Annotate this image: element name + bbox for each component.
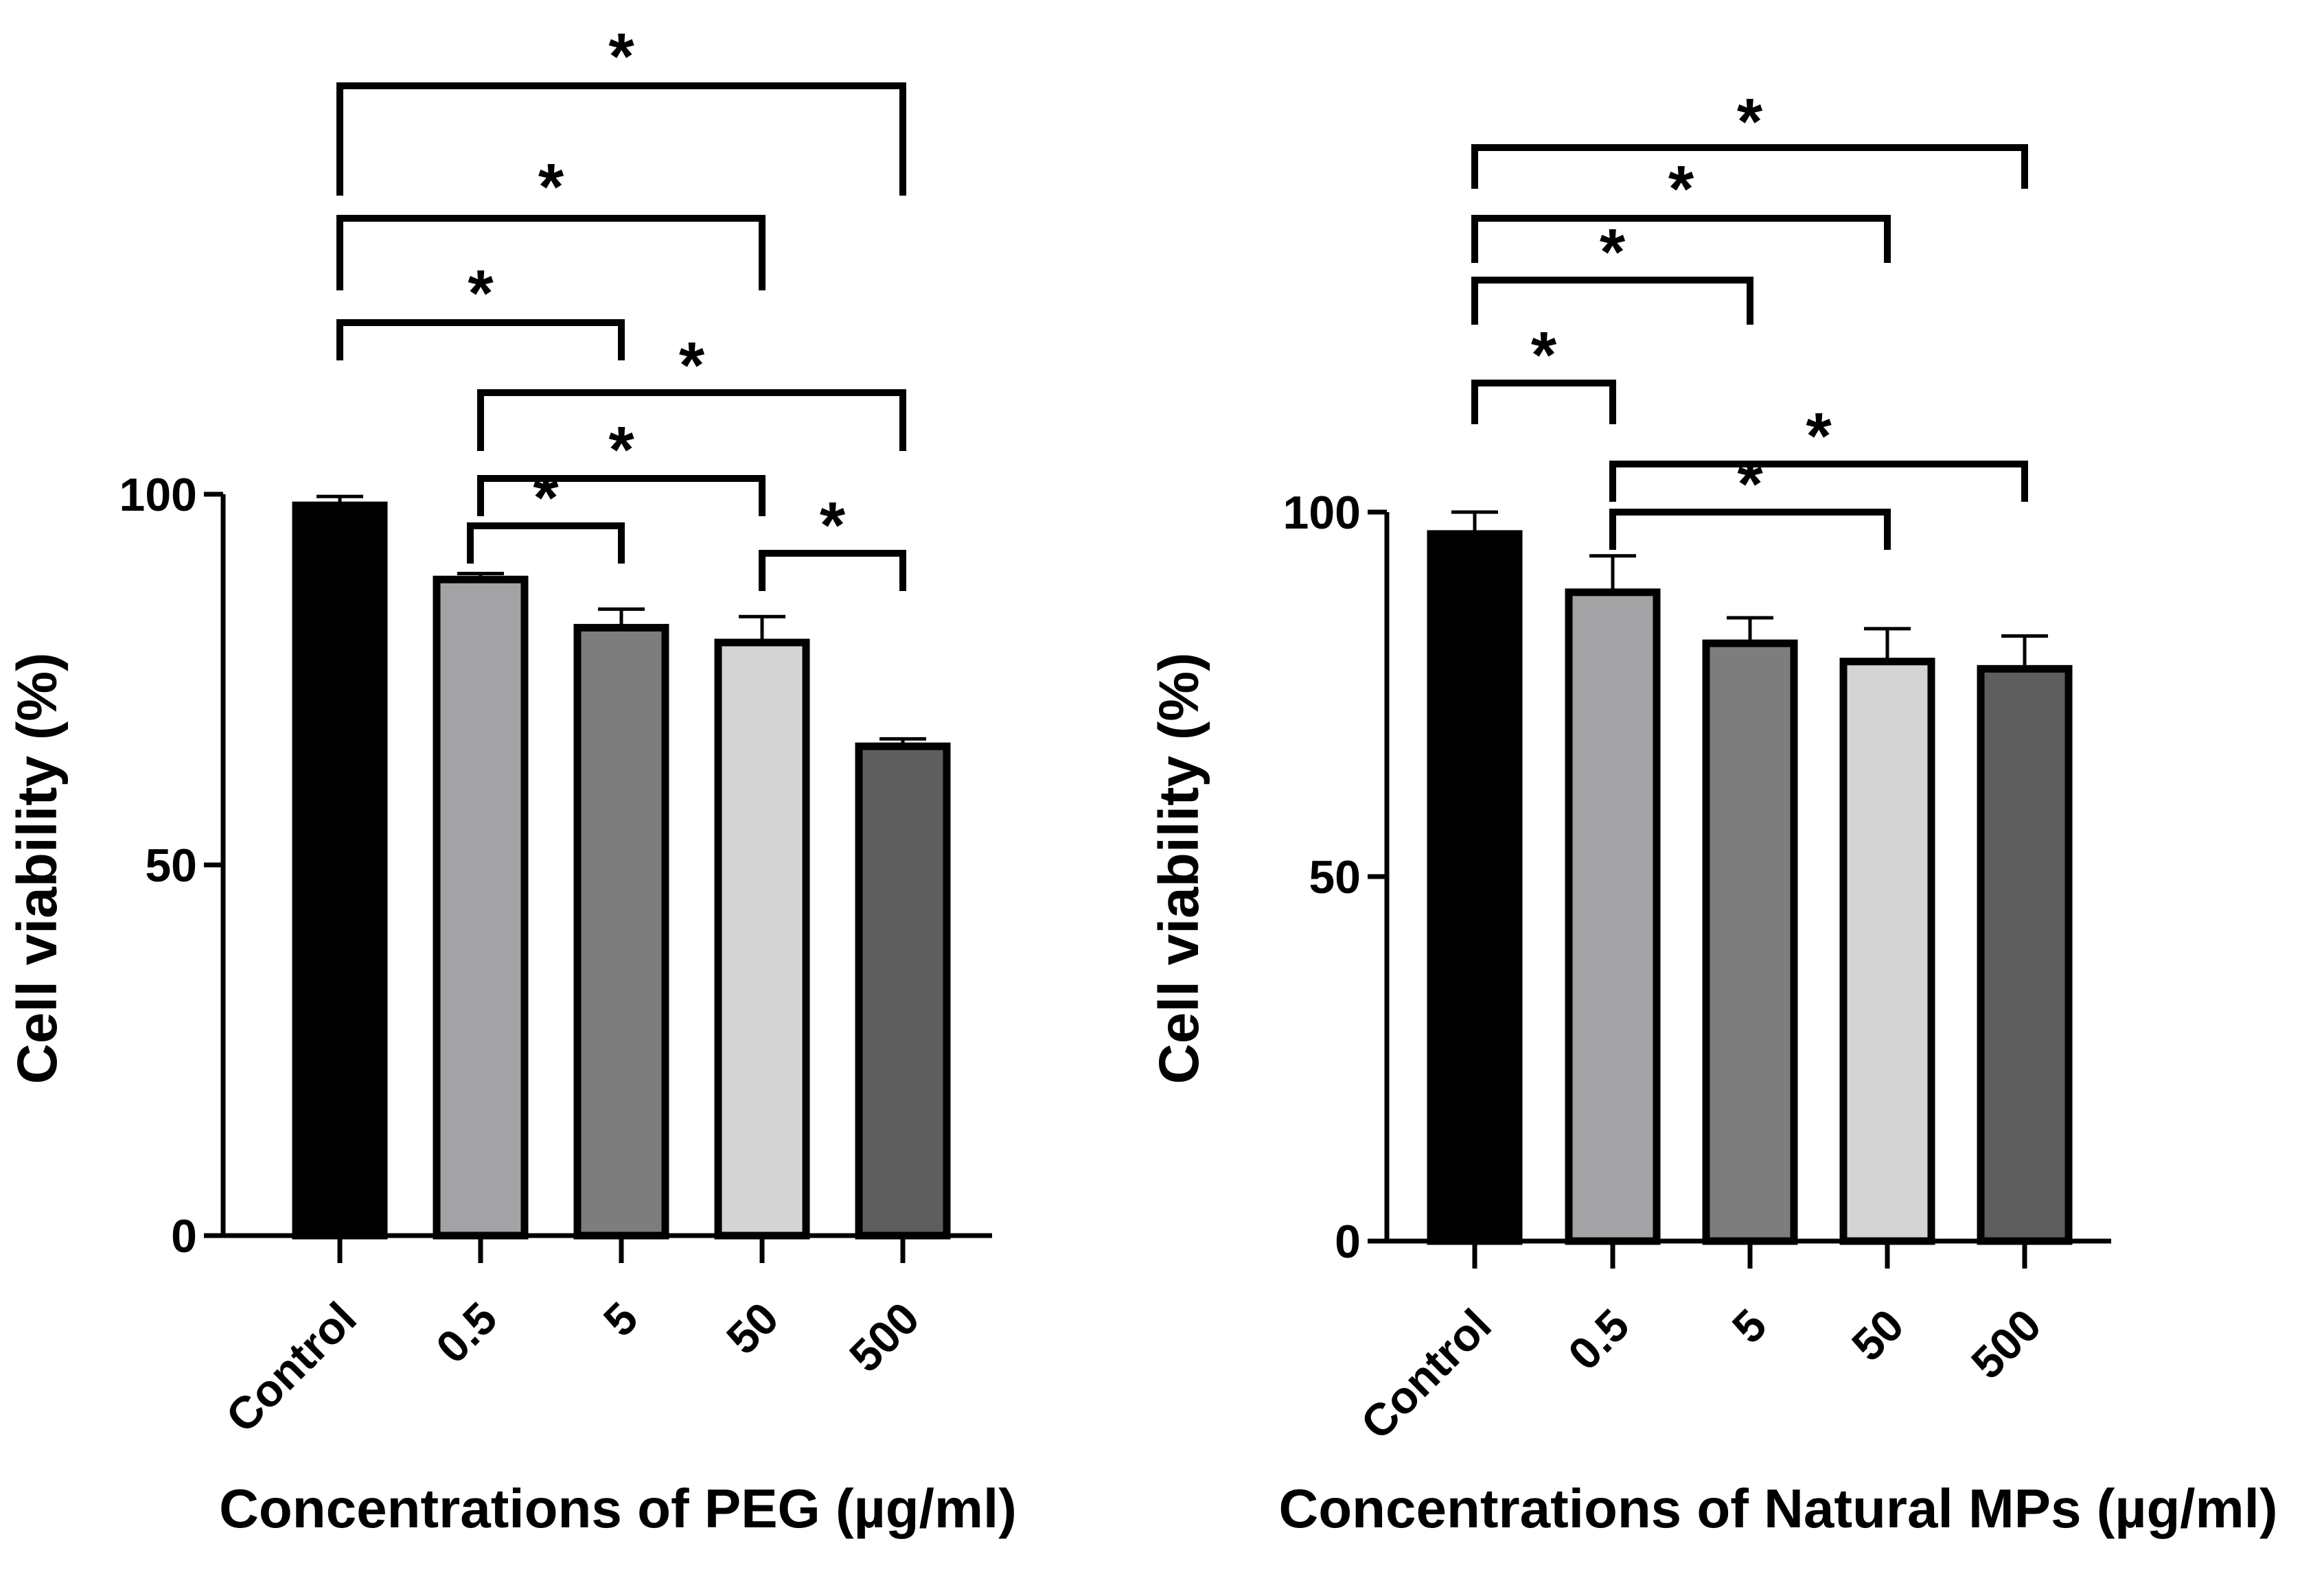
significance-star: * (608, 413, 634, 487)
significance-star: * (538, 150, 564, 224)
x-tick-label: 500 (1961, 1299, 2051, 1389)
significance-bracket (1609, 509, 1891, 550)
y-axis-label: Cell viability (%) (6, 653, 69, 1085)
y-tick-label: 100 (119, 469, 197, 521)
bar-2 (1702, 639, 1798, 1245)
x-tick-label: 500 (840, 1293, 929, 1382)
bar-4 (855, 742, 951, 1240)
significance-bracket (1471, 380, 1616, 424)
x-tick-label: 50 (717, 1293, 788, 1364)
significance-star: * (468, 257, 494, 330)
x-axis-label: Concentrations of Natural MPs (µg/ml) (1278, 1478, 2277, 1539)
bar-3 (714, 638, 810, 1240)
significance-bracket (336, 319, 625, 360)
x-tick-label: 50 (1842, 1299, 1913, 1371)
bar-3 (1839, 658, 1935, 1245)
significance-star: * (1737, 448, 1763, 521)
significance-star: * (1737, 85, 1763, 159)
significance-star: * (1806, 400, 1832, 473)
x-tick-label: Control (216, 1293, 366, 1442)
significance-bracket (477, 475, 766, 516)
bar-0 (292, 501, 388, 1240)
significance-bracket (1609, 461, 2028, 502)
chart-panel-natural-mps: Cell viability (%) Concentrations of Nat… (1148, 85, 2278, 1539)
significance-star: * (1600, 216, 1626, 289)
significance-star: * (608, 20, 634, 93)
y-tick-label: 50 (1309, 851, 1361, 903)
significance-star: * (1531, 319, 1557, 392)
x-tick-label: Control (1351, 1299, 1501, 1449)
y-tick-label: 50 (145, 840, 197, 892)
significance-bracket (1471, 277, 1753, 325)
chart-panel-peg: Cell viability (%) Concentrations of PEG… (6, 20, 1017, 1539)
x-tick-label: 0.5 (426, 1293, 507, 1373)
significance-bracket (1471, 144, 2028, 189)
significance-bracket (336, 82, 906, 196)
significance-bracket (336, 215, 766, 290)
significance-bracket (759, 550, 906, 591)
bar-0 (1427, 530, 1523, 1245)
bar-1 (1565, 588, 1661, 1245)
bar-4 (1977, 664, 2073, 1245)
bar-2 (573, 623, 669, 1240)
significance-star: * (533, 461, 559, 535)
y-axis-label: Cell viability (%) (1148, 653, 1210, 1085)
significance-bracket (467, 522, 625, 564)
x-tick-label: 5 (1723, 1299, 1776, 1353)
significance-star: * (1668, 152, 1694, 226)
y-tick-label: 0 (171, 1210, 197, 1262)
y-tick-label: 100 (1283, 487, 1361, 539)
bar-1 (433, 575, 529, 1240)
y-tick-label: 0 (1335, 1216, 1361, 1268)
x-tick-label: 5 (594, 1293, 647, 1346)
significance-star: * (679, 329, 705, 402)
significance-star: * (820, 489, 846, 562)
significance-bracket (1471, 215, 1891, 263)
significance-bracket (477, 389, 906, 451)
x-tick-label: 0.5 (1558, 1299, 1639, 1380)
x-axis-label: Concentrations of PEG (µg/ml) (219, 1478, 1017, 1539)
